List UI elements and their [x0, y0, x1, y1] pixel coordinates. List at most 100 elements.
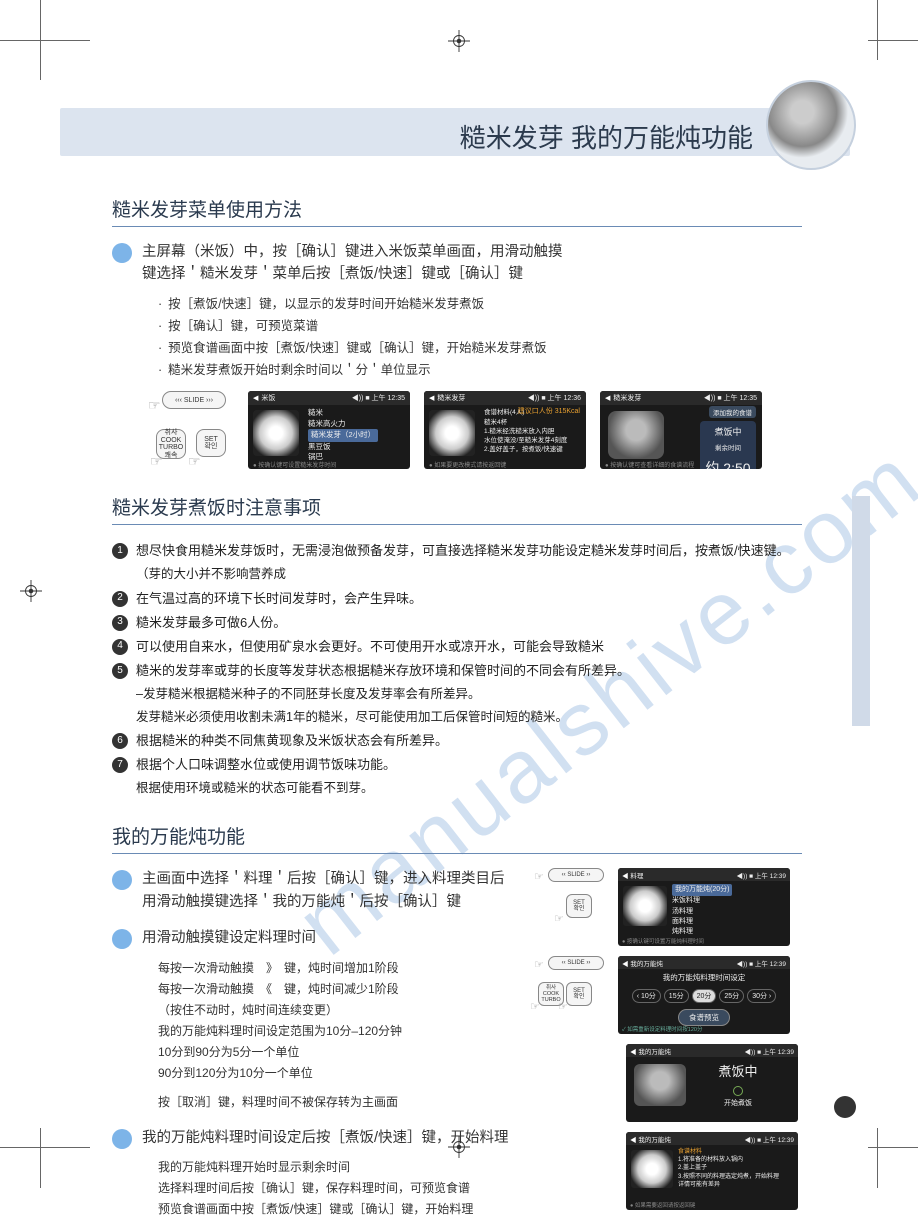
add-recipe-tab: 添加我的食谱 [709, 406, 756, 418]
section3-step3: 我的万能炖料理时间设定后按［煮饭/快速］键，开始料理 [112, 1127, 612, 1149]
start-label: 开始煮饭 [686, 1098, 790, 1108]
remaining-time: 约 2:50 分 [700, 458, 756, 469]
note-text: 可以使用自来水，但使用矿泉水会更好。不可使用开水或凉开水，可能会导致糙米 [136, 635, 802, 659]
section3-step2: 用滑动触摸键设定料理时间 [112, 927, 612, 949]
rice-cooker-icon [608, 411, 664, 459]
note-text: 根据个人口味调整水位或使用调节饭味功能。 [136, 753, 802, 777]
menu-item: 炖料理 [672, 927, 787, 937]
time-option: 30分 › [747, 989, 776, 1003]
menu-item-selected: 糙米发芽（2小时） [308, 429, 378, 442]
bullet-icon [112, 929, 132, 949]
lcda-status: ◀)) ■ 上午 12:39 [737, 870, 786, 880]
sub-line: 10分到90分为5分一个单位 [158, 1042, 612, 1063]
section2-heading: 糙米发芽煮饭时注意事项 [112, 493, 802, 525]
rice-image-icon [429, 410, 475, 456]
button-cluster-b: ‹‹ SLIDE ›› ☞ 취사 COOK TURBO SET 확인 ☞ ☞ [544, 956, 612, 1016]
sub-item: 按［确认］键，可预览菜谱 [158, 316, 802, 338]
lcd1-title: 米饭 [261, 393, 275, 403]
bullet-icon [112, 1129, 132, 1149]
recipe-line: 2.盖上盖子 [678, 1164, 795, 1172]
menu-item: 面料理 [672, 917, 787, 927]
section3-heading: 我的万能炖功能 [112, 822, 802, 854]
cooking-status: 煮饭中 [700, 425, 756, 438]
lcdd-footer: ● 如果需要返回请按返回键 [626, 1201, 695, 1209]
recipe-hdr: 食谱材料 [678, 1148, 795, 1156]
recipe-line: 1.将准备的材料放入锅内 [678, 1156, 795, 1164]
note-num: 4 [112, 639, 128, 655]
step-line: 用滑动触摸键选择＇我的万能炖＇后按［确认］键 [142, 891, 505, 913]
hand-icon: ☞ [558, 1000, 568, 1013]
hand-icon: ☞ [534, 870, 544, 883]
lcdd-title: 我的万能炖 [638, 1137, 671, 1144]
recipe-line: 2.盖好盖子，按煮饭/快速键 [484, 445, 582, 454]
dish-image-icon [631, 1150, 673, 1188]
time-selector: ‹ 10分 15分 20分 25分 30分 › [618, 989, 790, 1003]
set-button: SET 확인 [566, 894, 592, 918]
sub-line: 我的万能炖料理开始时显示剩余时间 [158, 1157, 612, 1178]
lcdb-title: 我的万能炖 [630, 961, 663, 968]
kcal-label: 建议口人份 315Kcal [518, 407, 580, 417]
lcdc-status: ◀)) ■ 上午 12:39 [745, 1046, 794, 1056]
registration-mark [448, 30, 470, 52]
note-num: 1 [112, 543, 128, 559]
menu-highlight: 我的万能炖(20分) [672, 884, 732, 896]
sub-line: 选择料理时间后按［确认］键，保存料理时间，可预览食谱 [158, 1178, 612, 1199]
step2-title: 用滑动触摸键设定料理时间 [142, 927, 316, 949]
time-label: 剩余时间 [700, 442, 756, 452]
hand-icon: ☞ [534, 958, 544, 971]
time-option: 15分 [664, 989, 689, 1003]
circle-icon [733, 1086, 743, 1096]
note-text: 在气温过高的环境下长时间发芽时，会产生异味。 [136, 587, 802, 611]
time-option: ‹ 10分 [632, 989, 661, 1003]
lcd2-status: ◀)) ■ 上午 12:36 [528, 393, 581, 403]
lcd2-footer: ● 如果要更改模式请按返回键 [424, 459, 506, 469]
menu-item: 汤料理 [672, 907, 787, 917]
note-text: 糙米的发芽率或芽的长度等发芽状态根据糙米存放环境和保管时间的不同会有所差异。 [136, 659, 802, 683]
note-sub: 发芽糙米必须使用收割未满1年的糙米，尽可能使用加工后保管时间短的糙米。 [136, 706, 802, 729]
cooking-label: 煮饭中 [686, 1061, 790, 1080]
product-photo [766, 80, 856, 170]
note-num: 5 [112, 663, 128, 679]
time-option: 25分 [719, 989, 744, 1003]
sub-line: 90分到120分为10分一个单位 [158, 1063, 612, 1084]
hand-icon: ☞ [188, 453, 201, 470]
note-sub: –发芽糙米根据糙米种子的不同胚芽长度及发芽率会有所差异。 [136, 683, 802, 706]
section1-screenshots: ‹‹‹ SLIDE ››› ☞ 취사 COOK TURBO 쾌속 SET 확인 … [156, 391, 802, 469]
menu-item: 米饭料理 [672, 896, 787, 906]
rice-image-icon [253, 410, 299, 456]
lcda-title: 料理 [630, 873, 643, 880]
lcd-b: ◀ 我的万能炖◀)) ■ 上午 12:39 我的万能炖料理时间设定 ‹ 10分 … [618, 956, 790, 1034]
sub-line: 按［取消］键，料理时间不被保存转为主画面 [158, 1092, 612, 1113]
recipe-line: 水位使淹没/至糙米发芽4刻度 [484, 436, 582, 445]
note-num: 6 [112, 733, 128, 749]
side-tab [852, 496, 870, 726]
preview-button: 食谱预览 [678, 1009, 730, 1026]
bullet-icon [112, 870, 132, 890]
slide-button: ‹‹‹ SLIDE ››› [162, 391, 226, 409]
button-cluster-a: ‹‹ SLIDE ›› ☞ SET 확인 ☞ [544, 868, 612, 928]
lcd-d: ◀ 我的万能炖◀)) ■ 上午 12:39 食谱材料 1.将准备的材料放入锅内 … [626, 1132, 798, 1210]
lcdb-label: 我的万能炖料理时间设定 [618, 972, 790, 983]
lcda-footer: ● 按确认键可设置万能炖料理时间 [618, 937, 704, 945]
sub-item: 按［煮饭/快速］键，以显示的发芽时间开始糙米发芽煮饭 [158, 294, 802, 316]
slide-button: ‹‹ SLIDE ›› [548, 956, 604, 970]
rice-cooker-icon [634, 1064, 686, 1106]
note-text: 想尽快食用糙米发芽饭时，无需浸泡做预备发芽，可直接选择糙米发芽功能设定糙米发芽时… [136, 539, 802, 563]
dish-image-icon [623, 886, 667, 926]
note-text: 糙米发芽最多可做6人份。 [136, 611, 802, 635]
step1-line2: 键选择＇糙米发芽＇菜单后按［煮饭/快速］键或［确认］键 [142, 263, 563, 285]
menu-item: 糙米 [308, 408, 406, 419]
time-option-active: 20分 [692, 989, 717, 1003]
hand-icon: ☞ [148, 397, 161, 414]
lcd1-footer: ● 按确认键可设置糙米发芽时间 [248, 459, 336, 469]
notes-list: 1 想尽快食用糙米发芽饭时，无需浸泡做预备发芽，可直接选择糙米发芽功能设定糙米发芽… [112, 539, 802, 800]
sub-item: 糙米发芽煮饭开始时剩余时间以＇分＇单位显示 [158, 360, 802, 382]
registration-mark [20, 580, 42, 602]
section1-step1: 主屏幕（米饭）中，按［确认］键进入米饭菜单画面，用滑动触摸 键选择＇糙米发芽＇菜… [112, 241, 802, 286]
step1-line1: 主屏幕（米饭）中，按［确认］键进入米饭菜单画面，用滑动触摸 [142, 241, 563, 263]
lcd3-footer: ● 按确认键可查看详细的食谱流程 [600, 459, 694, 469]
lcd1-status: ◀)) ■ 上午 12:35 [352, 393, 405, 403]
note-num: 2 [112, 591, 128, 607]
lcdb-footer: ✓ 如需重新设定料理时间按120分 [618, 1025, 702, 1033]
lcd3-title: 糙米发芽 [613, 393, 641, 403]
